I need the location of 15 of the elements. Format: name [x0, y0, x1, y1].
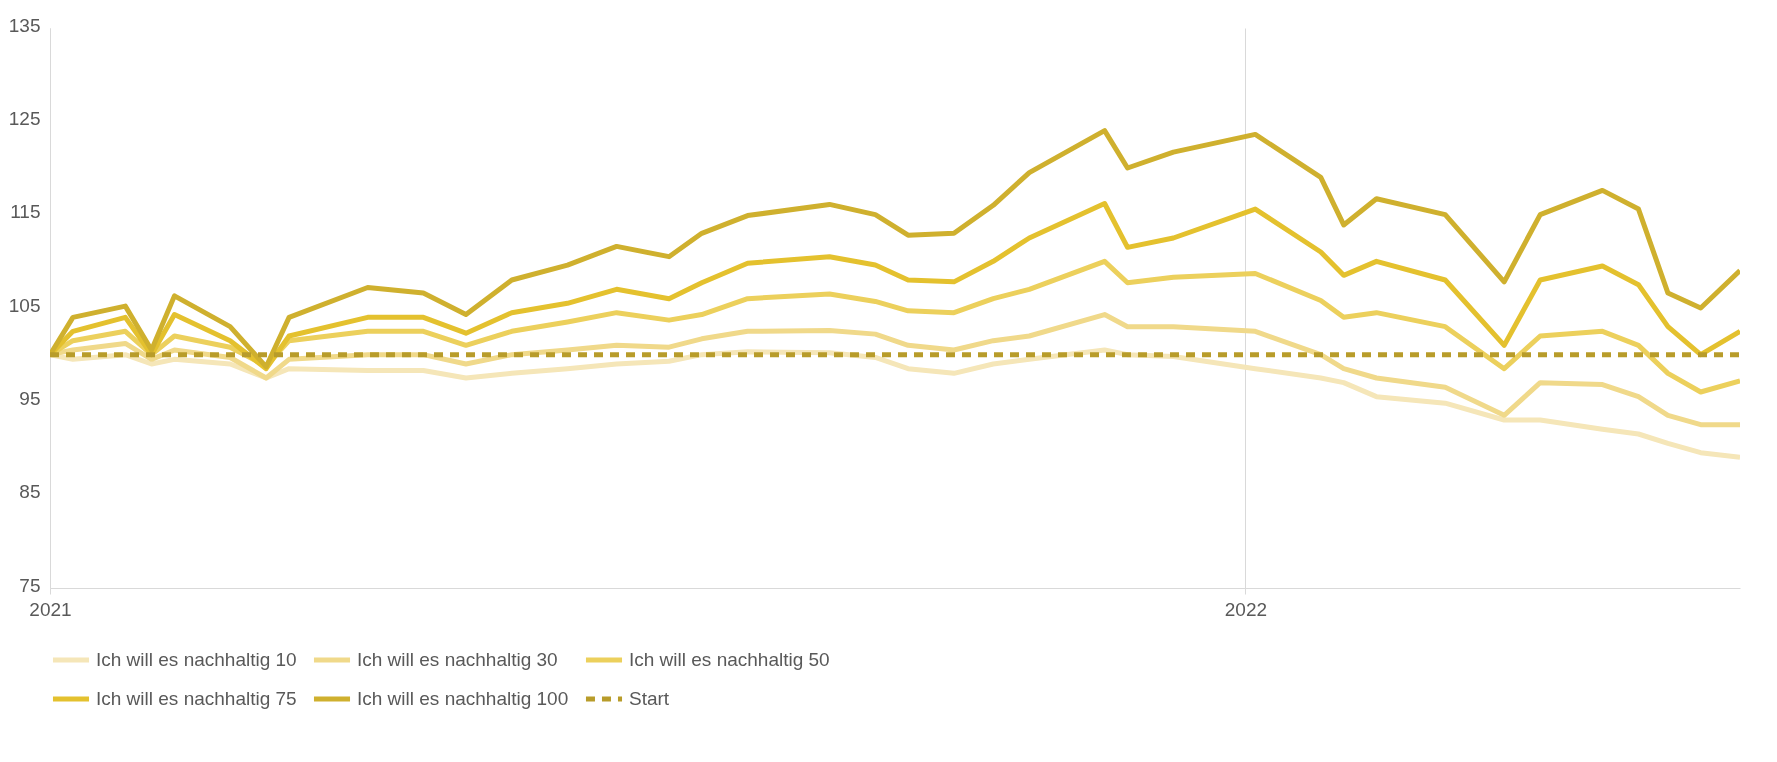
- legend-label: Ich will es nachhaltig 10: [96, 649, 297, 670]
- y-tick-label: 135: [8, 14, 41, 36]
- legend-label: Ich will es nachhaltig 100: [357, 688, 569, 709]
- y-tick-label: 75: [19, 574, 41, 596]
- y-tick-label: 95: [19, 387, 41, 409]
- y-tick-label: 125: [8, 107, 41, 129]
- x-tick-label: 2022: [1224, 598, 1268, 620]
- y-tick-label: 115: [10, 201, 41, 223]
- legend-label: Ich will es nachhaltig 75: [96, 688, 297, 709]
- legend-label: Ich will es nachhaltig 50: [629, 649, 830, 670]
- legend-label: Start: [629, 688, 670, 709]
- legend-label: Ich will es nachhaltig 30: [357, 649, 558, 670]
- y-tick-label: 105: [8, 294, 41, 316]
- y-tick-label: 85: [19, 481, 41, 503]
- x-tick-label: 2021: [29, 598, 72, 620]
